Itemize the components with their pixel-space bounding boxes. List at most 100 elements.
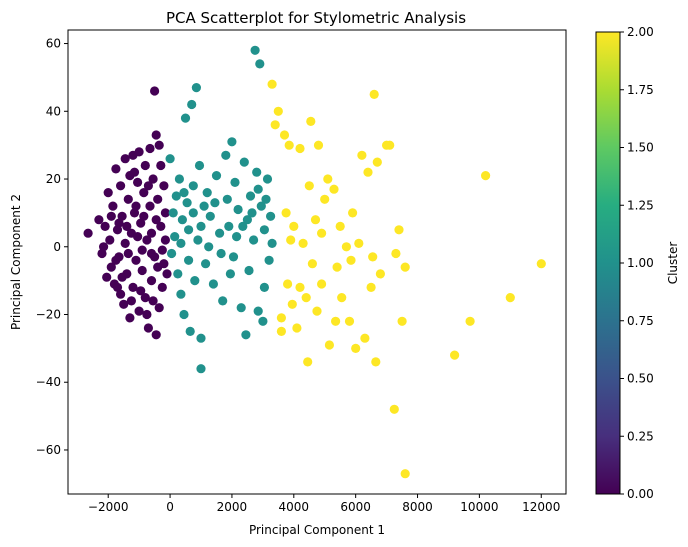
point-cluster-2-26 [332, 262, 342, 272]
x-tick-label: 4000 [279, 500, 310, 514]
chart-title: PCA Scatterplot for Stylometric Analysis [166, 9, 466, 27]
x-tick-label: 0 [166, 500, 174, 514]
point-cluster-1-35 [230, 177, 240, 187]
point-cluster-1-16 [190, 276, 200, 286]
point-cluster-2-15 [304, 181, 314, 191]
point-cluster-0-16 [119, 299, 129, 309]
point-cluster-0-38 [145, 201, 155, 211]
point-cluster-1-38 [239, 157, 249, 167]
point-cluster-1-68 [253, 184, 263, 194]
point-cluster-2-41 [375, 269, 385, 279]
colorbar-ticks: 0.00 0.25 0.50 0.75 1.00 1.25 1.50 1.75 2.00 [620, 25, 654, 501]
point-cluster-2-18 [310, 215, 321, 225]
point-cluster-1-27 [211, 171, 222, 181]
point-cluster-0-49 [156, 221, 166, 231]
point-cluster-1-33 [227, 137, 237, 147]
point-cluster-1-10 [180, 113, 191, 123]
point-cluster-0-75 [112, 282, 123, 292]
point-cluster-0-7 [106, 262, 116, 272]
point-cluster-2-57 [317, 279, 327, 289]
y-tick-label: 20 [46, 172, 61, 186]
point-cluster-0-76 [122, 221, 132, 231]
colorbar-tick-label: 0.50 [627, 372, 654, 386]
point-cluster-0-27 [131, 255, 141, 265]
point-cluster-0-28 [133, 177, 143, 187]
point-cluster-0-29 [134, 306, 144, 316]
y-axis: −60 −40 −20 0 20 40 60 [36, 37, 68, 457]
point-cluster-1-39 [241, 330, 251, 340]
point-cluster-0-41 [148, 174, 158, 184]
point-cluster-2-54 [276, 326, 286, 336]
point-cluster-0-54 [160, 235, 170, 245]
point-cluster-1-45 [252, 167, 262, 177]
point-cluster-0-5 [103, 188, 113, 198]
point-cluster-2-36 [363, 167, 373, 177]
point-cluster-0-35 [140, 160, 150, 171]
point-cluster-1-53 [264, 255, 274, 265]
point-cluster-0-60 [117, 272, 127, 282]
point-cluster-2-24 [324, 340, 334, 350]
point-cluster-1-52 [262, 174, 273, 184]
x-tick-label: 10000 [460, 500, 498, 514]
colorbar-tick-label: 0.75 [627, 314, 654, 328]
point-cluster-2-8 [286, 235, 296, 245]
point-cluster-0-62 [126, 296, 136, 306]
plot-area: −2000 0 2000 4000 6000 8000 10000 12000 −60−40−… [36, 29, 567, 514]
point-cluster-0-58 [111, 255, 121, 265]
point-cluster-2-45 [394, 225, 404, 235]
point-cluster-2-28 [337, 293, 347, 303]
point-cluster-0-48 [154, 140, 164, 150]
y-tick-label: 60 [46, 37, 61, 51]
point-cluster-0-20 [123, 194, 133, 204]
point-cluster-1-65 [232, 232, 242, 242]
point-cluster-0-42 [150, 86, 160, 96]
y-tick-label: 0 [53, 240, 61, 254]
point-cluster-1-31 [222, 194, 232, 204]
point-cluster-0-55 [160, 208, 170, 218]
point-cluster-0-34 [140, 293, 150, 303]
point-cluster-2-12 [295, 143, 305, 154]
point-cluster-0-69 [146, 228, 157, 238]
point-cluster-1-63 [216, 248, 226, 259]
point-cluster-0-78 [137, 245, 147, 255]
point-cluster-1-17 [191, 83, 201, 93]
point-cluster-2-17 [307, 259, 317, 269]
point-cluster-0-25 [128, 282, 138, 292]
point-cluster-0-33 [139, 188, 149, 198]
point-cluster-1-3 [170, 232, 180, 242]
point-cluster-2-34 [357, 150, 367, 160]
point-cluster-0-37 [143, 323, 153, 333]
colorbar-gradient [595, 31, 621, 495]
colorbar: 0.00 0.25 0.50 0.75 1.00 1.25 1.50 1.75 2.00 Clu… [595, 25, 680, 501]
point-cluster-0-66 [139, 211, 149, 221]
point-cluster-0-21 [125, 313, 135, 323]
x-tick-label: 6000 [340, 500, 371, 514]
point-cluster-0-17 [120, 154, 130, 164]
point-cluster-2-38 [369, 89, 379, 99]
point-cluster-0-64 [133, 232, 143, 242]
point-cluster-1-18 [193, 235, 203, 245]
point-cluster-0-70 [148, 296, 158, 306]
point-cluster-0-71 [151, 215, 161, 225]
point-cluster-0-32 [137, 265, 147, 276]
point-cluster-1-67 [247, 208, 257, 218]
point-cluster-1-0 [165, 154, 175, 164]
point-cluster-2-16 [306, 116, 316, 126]
point-cluster-2-10 [289, 221, 299, 231]
point-cluster-0-77 [131, 201, 141, 211]
point-cluster-1-41 [244, 265, 254, 276]
x-tick-label: −2000 [88, 500, 129, 514]
point-cluster-1-62 [210, 198, 220, 208]
point-cluster-2-55 [295, 282, 305, 292]
point-cluster-2-5 [281, 208, 291, 218]
point-cluster-0-36 [142, 235, 152, 245]
point-cluster-1-51 [261, 194, 271, 204]
point-cluster-2-0 [267, 79, 277, 89]
point-cluster-1-21 [196, 364, 206, 374]
point-cluster-2-44 [389, 404, 399, 414]
point-cluster-1-69 [259, 282, 269, 292]
point-cluster-0-57 [106, 211, 116, 221]
point-cluster-0-74 [99, 242, 109, 252]
point-cluster-1-23 [201, 259, 211, 269]
point-cluster-1-61 [204, 242, 214, 252]
